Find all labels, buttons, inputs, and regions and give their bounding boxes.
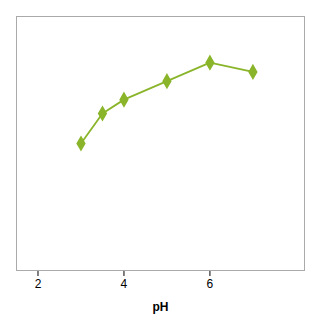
svg-text:6: 6	[207, 277, 214, 291]
svg-text:2: 2	[35, 277, 42, 291]
svg-text:4: 4	[121, 277, 128, 291]
svg-text:pH: pH	[153, 300, 169, 314]
